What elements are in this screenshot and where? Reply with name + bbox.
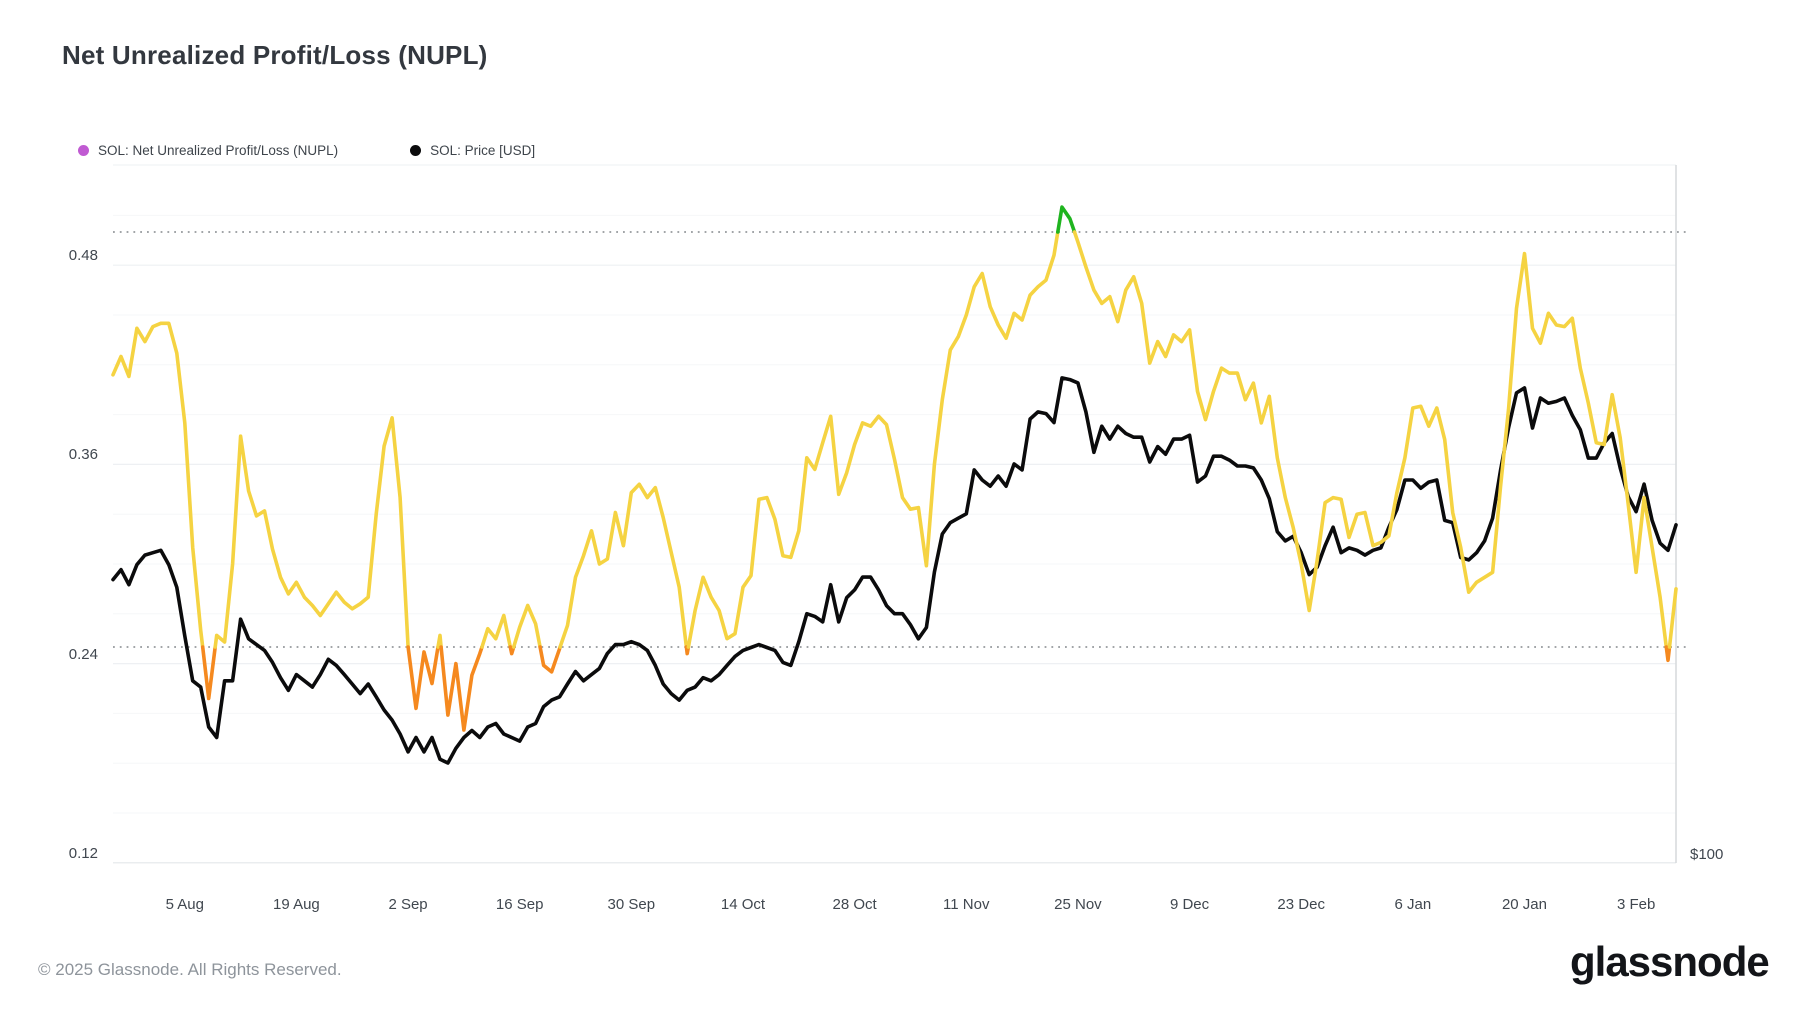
nupl-line-segment	[213, 416, 410, 649]
y-axis-tick-label: 0.24	[68, 645, 98, 663]
legend-item-nupl[interactable]: SOL: Net Unrealized Profit/Loss (NUPL)	[78, 143, 338, 158]
x-axis-tick-label: 19 Aug	[273, 896, 320, 913]
x-axis-tick-label: 30 Sep	[607, 896, 656, 913]
legend-label-nupl: SOL: Net Unrealized Profit/Loss (NUPL)	[98, 142, 339, 158]
nupl-line-segment	[684, 645, 691, 656]
x-axis-tick-label: 20 Jan	[1501, 896, 1547, 913]
nupl-line-segment	[200, 645, 217, 701]
x-axis-tick-label: 3 Feb	[1616, 896, 1656, 913]
nupl-line-segment	[1056, 205, 1077, 234]
nupl-line-segment	[508, 645, 516, 656]
price-series-dot-icon	[410, 144, 422, 156]
nupl-line-segment	[1667, 587, 1678, 649]
glassnode-logo: glassnode	[1570, 938, 1770, 985]
nupl-line-segment	[436, 633, 443, 649]
x-axis-tick-label: 6 Jan	[1394, 896, 1432, 913]
y-axis-tick-label: 0.12	[68, 844, 98, 862]
nupl-line-segment	[406, 645, 440, 711]
x-axis-tick-label: 25 Nov	[1054, 896, 1102, 913]
nupl-line-segment	[538, 645, 562, 674]
nupl-line-segment	[558, 482, 689, 649]
nupl-line-segment	[1664, 645, 1672, 663]
price-axis-label: $100	[1690, 846, 1724, 863]
y-axis-tick-label: 0.48	[68, 247, 98, 265]
x-axis-tick-label: 23 Dec	[1277, 896, 1325, 913]
legend-item-price[interactable]: SOL: Price [USD]	[410, 143, 535, 158]
copyright-text: © 2025 Glassnode. All Rights Reserved.	[38, 960, 342, 979]
x-axis-tick-label: 28 Oct	[832, 896, 877, 913]
x-axis-tick-label: 9 Dec	[1169, 896, 1210, 913]
x-axis-tick-label: 16 Sep	[495, 896, 544, 913]
nupl-line-segment	[511, 603, 542, 649]
nupl-series-dot-icon	[78, 144, 89, 156]
legend-label-price: SOL: Price [USD]	[430, 142, 536, 158]
nupl-line-segment	[439, 645, 484, 732]
nupl-line-segment	[686, 230, 1060, 649]
nupl-line-segment	[480, 613, 513, 649]
legend: SOL: Net Unrealized Profit/Loss (NUPL) S…	[78, 140, 535, 160]
x-axis-tick-label: 2 Sep	[388, 896, 428, 913]
x-axis-tick-label: 14 Oct	[720, 896, 766, 913]
nupl-line-segment	[1072, 230, 1669, 649]
x-axis-tick-label: 11 Nov	[943, 896, 990, 913]
page-title: Net Unrealized Profit/Loss (NUPL)	[62, 40, 488, 70]
x-axis-tick-label: 5 Aug	[165, 896, 204, 913]
price-line	[111, 376, 1678, 765]
nupl-line-segment	[111, 321, 205, 649]
y-axis-tick-label: 0.36	[68, 446, 98, 464]
